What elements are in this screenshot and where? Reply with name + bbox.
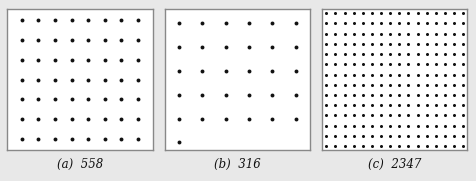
Text: (b)  316: (b) 316 <box>213 157 260 171</box>
Text: (c)  2347: (c) 2347 <box>367 157 420 171</box>
Text: (a)  558: (a) 558 <box>57 157 103 171</box>
